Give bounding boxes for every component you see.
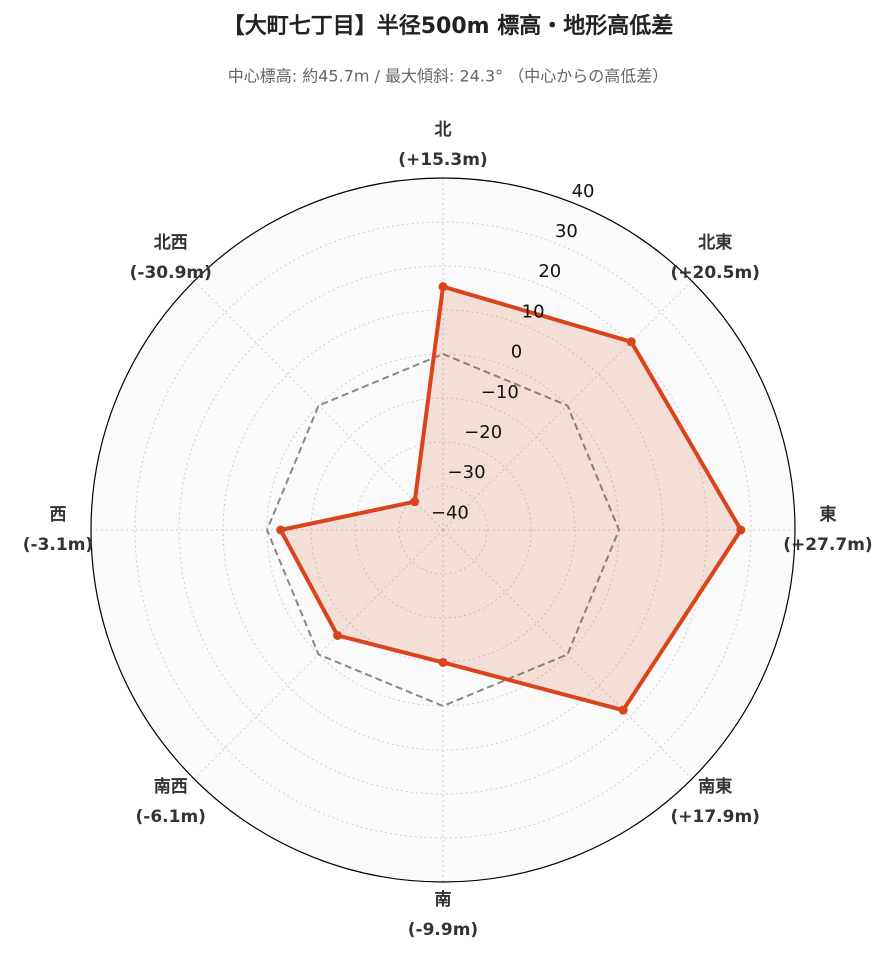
grid-circle [178, 265, 708, 795]
data-point [626, 337, 636, 347]
r-tick-label: −20 [464, 422, 502, 443]
chart-subtitle: 中心標高: 約45.7m / 最大傾斜: 24.3° （中心からの高低差） [228, 67, 668, 86]
category-label: 北 [435, 120, 452, 140]
data-point [410, 497, 420, 507]
r-tick-label: 20 [538, 261, 561, 282]
value-label: (+20.5m) [671, 263, 760, 283]
grid-circle [398, 485, 488, 575]
spoke [442, 529, 693, 780]
reference-line [265, 352, 621, 708]
category-label: 東 [820, 504, 837, 525]
data-point [438, 657, 448, 667]
value-label: (+27.7m) [783, 535, 872, 555]
category-label: 北西 [154, 233, 188, 253]
r-tick-label: 30 [555, 221, 578, 242]
data-point [333, 630, 343, 640]
r-tick-label: 10 [522, 301, 545, 322]
r-tick-label: −40 [431, 502, 469, 523]
data-point [438, 282, 448, 292]
category-label: 南東 [698, 776, 732, 797]
r-tick-label: −10 [481, 382, 519, 403]
data-point [276, 525, 286, 535]
spoke [193, 280, 444, 531]
value-label: (-9.9m) [408, 920, 478, 940]
grid-circle [134, 221, 752, 839]
r-tick-label: 40 [572, 181, 595, 202]
data-point [736, 525, 746, 535]
value-label: (-30.9m) [130, 263, 212, 283]
data-point [618, 705, 628, 715]
category-label: 西 [50, 505, 67, 525]
chart-title: 【大町七丁目】半径500m 標高・地形高低差 [223, 13, 674, 39]
category-label: 南 [435, 889, 452, 910]
category-label: 南西 [154, 776, 188, 797]
value-label: (-6.1m) [136, 807, 206, 827]
r-tick-label: 0 [511, 342, 522, 363]
grid-circle [354, 441, 532, 619]
category-label: 北東 [698, 232, 732, 253]
value-label: (+15.3m) [398, 150, 487, 170]
value-label: (-3.1m) [23, 535, 93, 555]
value-label: (+17.9m) [671, 807, 760, 827]
outer-circle [90, 177, 796, 883]
r-tick-label: −30 [448, 462, 486, 483]
